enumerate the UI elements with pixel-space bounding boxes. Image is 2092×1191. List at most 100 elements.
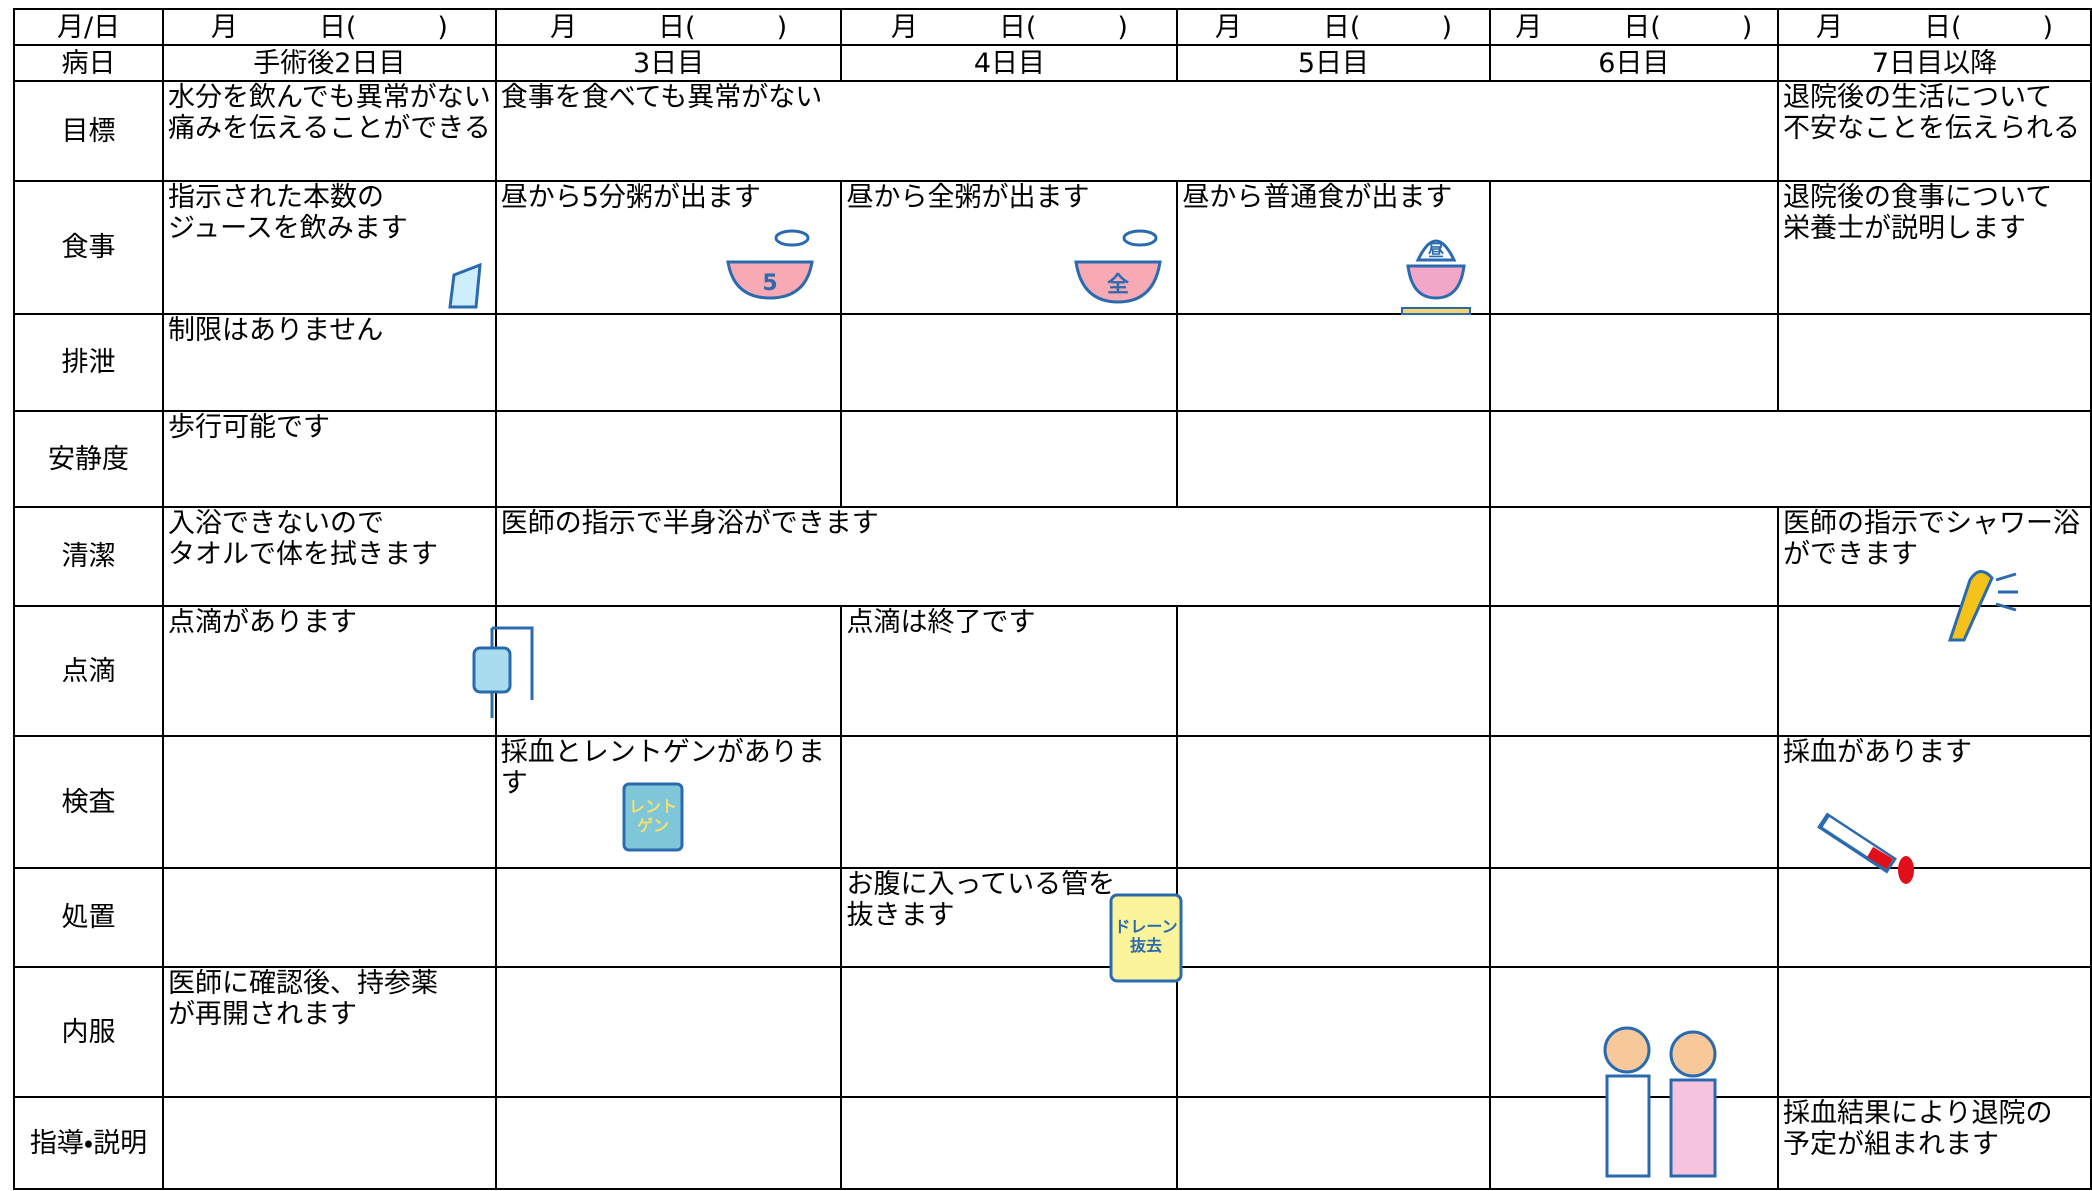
cell [494,1096,843,1190]
cell: 退院後の食事について 栄養士が説明します [1777,180,2092,315]
row-label: 処置 [12,867,165,968]
porridge-icon: 5 [726,229,814,300]
cell: 採血があります [1777,735,2092,869]
date-cell: 月 日( ) [1176,8,1491,46]
row-label: 清潔 [12,506,165,607]
icon-label: レントゲン [629,797,677,835]
row: 食事 指示された本数の ジュースを飲みます 昼から5分粥が出ます 昼から全粥が出… [12,180,2092,315]
cell: 指示された本数の ジュースを飲みます [162,180,497,315]
icon-label: 昼 [1428,241,1444,260]
cell: 退院後の生活について 不安なことを伝えられる [1777,80,2092,182]
row: 処置 お腹に入っている管を 抜きます [12,867,2092,968]
icon-label: 全 [1107,272,1129,298]
shower-icon [1947,570,2018,642]
cell: 採血結果により退院の 予定が組まれます [1777,1096,2092,1190]
day-cell: 7日目以降 [1777,44,2092,82]
date-cell: 月 日( ) [1777,8,2092,46]
icon-label: 5 [762,271,777,296]
date-cell: 月 日( ) [162,8,497,46]
date-cell: 月 日( ) [1488,8,1780,46]
cell [1488,735,1780,869]
row-label: 目標 [12,80,165,182]
row: 内服 医師に確認後、持参薬 が再開されます [12,966,2092,1098]
day-cell: 5日目 [1176,44,1491,82]
staff-icon [1603,1026,1717,1178]
cell [840,1096,1179,1190]
xray-icon: レントゲン [622,782,684,852]
cell: 歩行可能です [162,410,497,508]
pathway-table: 月/日 月 日( ) 月 日( ) 月 日( ) 月 日( ) 月 日( ) 月… [12,8,2092,1190]
row-label: 食事 [12,180,165,315]
row-label: 内服 [12,966,165,1098]
cell: 制限はありません [162,313,497,412]
date-row: 月/日 月 日( ) 月 日( ) 月 日( ) 月 日( ) 月 日( ) 月… [12,8,2092,46]
cell [494,605,843,737]
row-label: 検査 [12,735,165,869]
cell [162,735,497,869]
day-cell: 4日目 [840,44,1179,82]
cell [1488,180,1780,315]
icon-label: ドレーン抜去 [1114,917,1177,955]
row-label: 点滴 [12,605,165,737]
porridge-icon: 全 [1074,229,1162,304]
drip-icon [472,626,534,718]
row: 清潔 入浴できないので タオルで体を拭きます 医師の指示で半身浴ができます 医師… [12,506,2092,607]
cell [1488,506,1780,607]
syringe-icon [1817,812,1914,884]
row: 排泄 制限はありません [12,313,2092,412]
date-cell: 月 日( ) [840,8,1179,46]
cell: 点滴は終了です [840,605,1179,737]
header-cell: 病日 [12,44,165,82]
cell: 医師の指示で半身浴ができます [494,506,1491,607]
cell [1488,410,2092,508]
row: 指導・説明 採血結果により退院の 予定が組まれます [12,1096,2092,1190]
row-label: 排泄 [12,313,165,412]
cell [494,410,843,508]
cell [1488,605,1780,737]
cell [494,966,843,1098]
cell: 点滴があります [162,605,497,737]
cell [494,313,843,412]
day-cell: 手術後2日目 [162,44,497,82]
cell [1176,966,1491,1098]
cell [1176,735,1491,869]
cell: 医師の指示でシャワー浴 ができます [1777,506,2092,607]
cell [840,410,1179,508]
row: 目標 水分を飲んでも異常がない 痛みを伝えることができる 食事を食べても異常がな… [12,80,2092,182]
cell [1176,410,1491,508]
cell [1176,867,1491,968]
cell [1176,313,1491,412]
cell: 昼から5分粥が出ます [494,180,843,315]
cell [162,1096,497,1190]
date-cell: 月 日( ) [494,8,843,46]
day-cell: 3日目 [494,44,843,82]
cell [494,867,843,968]
day-row: 病日 手術後2日目 3日目 4日目 5日目 6日目 7日目以降 [12,44,2092,82]
cell [840,966,1179,1098]
cell [840,735,1179,869]
cell [1777,867,2092,968]
cell: 医師に確認後、持参薬 が再開されます [162,966,497,1098]
juice-icon [448,262,482,309]
cell: 食事を食べても異常がない [494,80,1780,182]
cell: 水分を飲んでも異常がない 痛みを伝えることができる [162,80,497,182]
row: 安静度 歩行可能です [12,410,2092,508]
cell [1777,966,2092,1098]
cell [1176,1096,1491,1190]
cell [1777,605,2092,737]
cell [1488,313,1780,412]
day-cell: 6日目 [1488,44,1780,82]
row-label: 指導・説明 [12,1096,165,1190]
row: 検査 採血とレントゲンがあります 採血があります [12,735,2092,869]
cell [1176,605,1491,737]
cell [840,313,1179,412]
cell: 入浴できないので タオルで体を拭きます [162,506,497,607]
row: 点滴 点滴があります 点滴は終了です [12,605,2092,737]
cell [1777,313,2092,412]
row-label: 安静度 [12,410,165,508]
cell [162,867,497,968]
drain-icon: ドレーン抜去 [1109,893,1183,983]
header-cell: 月/日 [12,8,165,46]
cell [1488,867,1780,968]
